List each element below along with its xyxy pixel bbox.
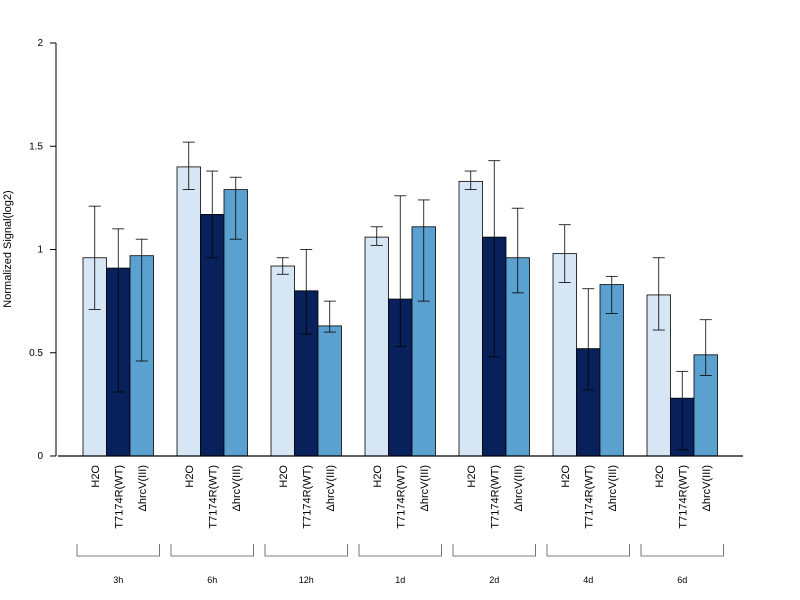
bar-label: H2O [372, 465, 384, 488]
group-label: 12h [299, 575, 314, 585]
group-label: 6d [677, 575, 687, 585]
bar-label: ΔhrcV(III) [607, 465, 619, 511]
group-label: 2d [489, 575, 499, 585]
group-label: 3h [113, 575, 123, 585]
group-bracket [640, 544, 724, 557]
bar [552, 253, 577, 457]
bar-label: ΔhrcV(III) [513, 465, 525, 511]
y-tick-label: 1 [37, 245, 43, 256]
bars [82, 166, 718, 457]
bar-label: ΔhrcV(III) [701, 465, 713, 511]
bar-label: H2O [278, 465, 290, 488]
bar-label: H2O [184, 465, 196, 488]
group-bracket [546, 544, 630, 557]
group-bracket [76, 544, 160, 557]
group-label: 4d [583, 575, 593, 585]
group-bracket [358, 544, 442, 557]
bar-label: T7174R(WT) [301, 465, 313, 529]
bar-labels: H2O T7174R(WT) ΔhrcV(III) H2O T7174R(WT) Δhrc… [90, 465, 713, 529]
bar-label: ΔhrcV(III) [231, 465, 243, 511]
bar-label: T7174R(WT) [207, 465, 219, 529]
y-tick-label: 0 [37, 451, 43, 462]
bar-label: T7174R(WT) [395, 465, 407, 529]
y-tick-label: 1.5 [29, 141, 43, 152]
bar-label: ΔhrcV(III) [137, 465, 149, 511]
y-tick-label: 0.5 [29, 348, 43, 359]
bar-label: T7174R(WT) [583, 465, 595, 529]
group-brackets: 3h 6h 12h 1d 2d 4d 6d [76, 544, 724, 585]
bar-label: H2O [90, 465, 102, 488]
bar-label: ΔhrcV(III) [325, 465, 337, 511]
bar-label: H2O [560, 465, 572, 488]
bar-label: H2O [466, 465, 478, 488]
bar-label: T7174R(WT) [489, 465, 501, 529]
bar-label: ΔhrcV(III) [419, 465, 431, 511]
bar-label: H2O [654, 465, 666, 488]
group-bracket [170, 544, 254, 557]
bar [317, 325, 342, 457]
bar [364, 236, 389, 457]
group-bracket [452, 544, 536, 557]
y-axis-label: Normalized Signal(log2) [2, 190, 14, 307]
bar-label: T7174R(WT) [113, 465, 125, 529]
group-bracket [264, 544, 348, 557]
error-bars [88, 141, 712, 451]
group-label: 6h [207, 575, 217, 585]
y-axis: 0 0.5 1 1.5 2 [29, 38, 57, 462]
bar [458, 180, 483, 457]
y-tick-label: 2 [37, 38, 43, 49]
bar [176, 166, 201, 457]
group-label: 1d [395, 575, 405, 585]
bar [270, 265, 295, 457]
bar-label: T7174R(WT) [677, 465, 689, 529]
